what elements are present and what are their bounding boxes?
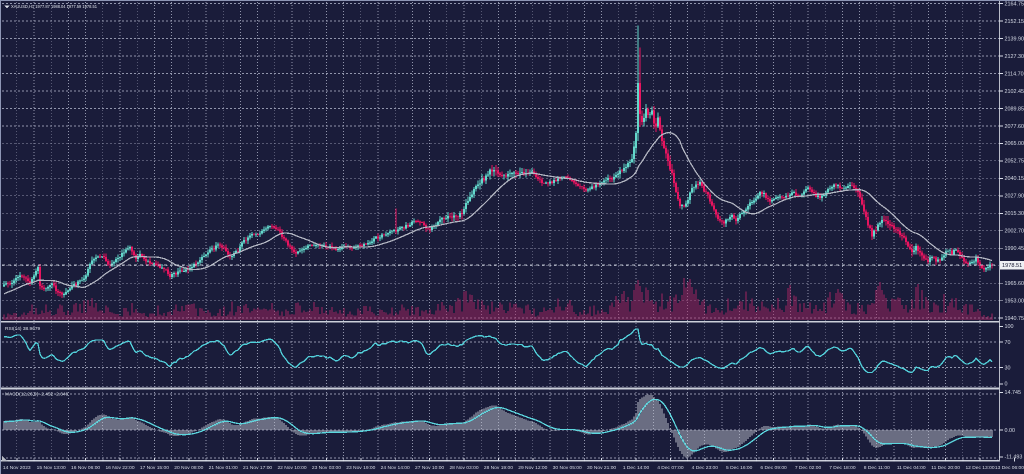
svg-text:11 Dec 04:00: 11 Dec 04:00 [897,465,926,471]
svg-text:2040.15: 2040.15 [1005,176,1024,182]
svg-text:MACD(12,26,9) -2.452 -2.646: MACD(12,26,9) -2.452 -2.646 [5,392,69,398]
svg-text:100: 100 [1005,324,1014,330]
svg-text:70: 70 [1005,340,1011,346]
svg-text:16 Nov 22:00: 16 Nov 22:00 [105,465,134,471]
svg-text:24 Nov 14:00: 24 Nov 14:00 [381,465,410,471]
svg-text:30 Nov 05:00: 30 Nov 05:00 [553,465,582,471]
svg-text:5 Dec 16:00: 5 Dec 16:00 [726,465,753,471]
svg-text:2127.30: 2127.30 [1005,54,1024,60]
svg-text:0.00: 0.00 [1005,428,1016,434]
svg-text:14 Nov 2023: 14 Nov 2023 [3,465,31,471]
svg-text:20 Nov 08:00: 20 Nov 08:00 [174,465,203,471]
svg-text:4 Dec 07:00: 4 Dec 07:00 [657,465,684,471]
svg-text:15 Nov 13:00: 15 Nov 13:00 [37,465,66,471]
svg-text:16 Nov 06:00: 16 Nov 06:00 [71,465,100,471]
svg-text:RSI(14) 38.9679: RSI(14) 38.9679 [5,326,41,332]
svg-text:27 Nov 10:00: 27 Nov 10:00 [415,465,444,471]
svg-text:1978.51: 1978.51 [1002,263,1022,269]
svg-text:2015.30: 2015.30 [1005,211,1024,217]
svg-text:1 Dec 14:00: 1 Dec 14:00 [623,465,650,471]
svg-text:2114.70: 2114.70 [1005,71,1024,77]
svg-text:6 Dec 09:00: 6 Dec 09:00 [760,465,787,471]
svg-text:2152.15: 2152.15 [1005,19,1024,25]
svg-text:2065.00: 2065.00 [1005,141,1024,147]
svg-text:23 Nov 19:00: 23 Nov 19:00 [346,465,375,471]
svg-text:23 Nov 03:00: 23 Nov 03:00 [312,465,341,471]
svg-text:28 Nov 03:00: 28 Nov 03:00 [449,465,478,471]
svg-text:1953.00: 1953.00 [1005,299,1024,305]
svg-text:-11.493: -11.493 [1005,455,1023,461]
svg-text:1990.45: 1990.45 [1005,246,1024,252]
svg-text:2002.70: 2002.70 [1005,229,1024,235]
svg-text:12 Dec 13:00: 12 Dec 13:00 [965,465,994,471]
svg-text:13 Dec 06:00: 13 Dec 06:00 [995,465,1024,471]
svg-text:2102.45: 2102.45 [1005,89,1024,95]
svg-text:7 Dec 18:00: 7 Dec 18:00 [829,465,856,471]
svg-text:21 Nov 01:00: 21 Nov 01:00 [209,465,238,471]
svg-text:28 Nov 19:00: 28 Nov 19:00 [484,465,513,471]
svg-text:2077.60: 2077.60 [1005,124,1024,130]
svg-text:8 Dec 11:00: 8 Dec 11:00 [864,465,890,471]
svg-text:17 Nov 15:00: 17 Nov 15:00 [140,465,169,471]
svg-text:1940.75: 1940.75 [1005,316,1024,322]
svg-text:1965.60: 1965.60 [1005,281,1024,287]
svg-text:30 Nov 21:00: 30 Nov 21:00 [587,465,616,471]
svg-text:4 Dec 23:00: 4 Dec 23:00 [692,465,719,471]
svg-text:7 Dec 02:00: 7 Dec 02:00 [795,465,822,471]
svg-text:21 Nov 17:00: 21 Nov 17:00 [243,465,272,471]
svg-text:2139.90: 2139.90 [1005,36,1024,42]
svg-text:30: 30 [1005,365,1011,371]
svg-text:2164.75: 2164.75 [1005,1,1024,7]
svg-text:11 Dec 20:00: 11 Dec 20:00 [931,465,960,471]
svg-text:14.745: 14.745 [1005,390,1022,396]
svg-text:2052.75: 2052.75 [1005,159,1024,165]
svg-text:2089.85: 2089.85 [1005,106,1024,112]
svg-text:22 Nov 10:00: 22 Nov 10:00 [277,465,306,471]
svg-text:29 Nov 12:00: 29 Nov 12:00 [518,465,547,471]
svg-text:0: 0 [1005,382,1008,388]
svg-text:XAUUSD,H1 1977.87 1988.04 197: XAUUSD,H1 1977.87 1988.04 1977.59 1978.5… [11,4,97,10]
svg-text:2027.90: 2027.90 [1005,194,1024,200]
